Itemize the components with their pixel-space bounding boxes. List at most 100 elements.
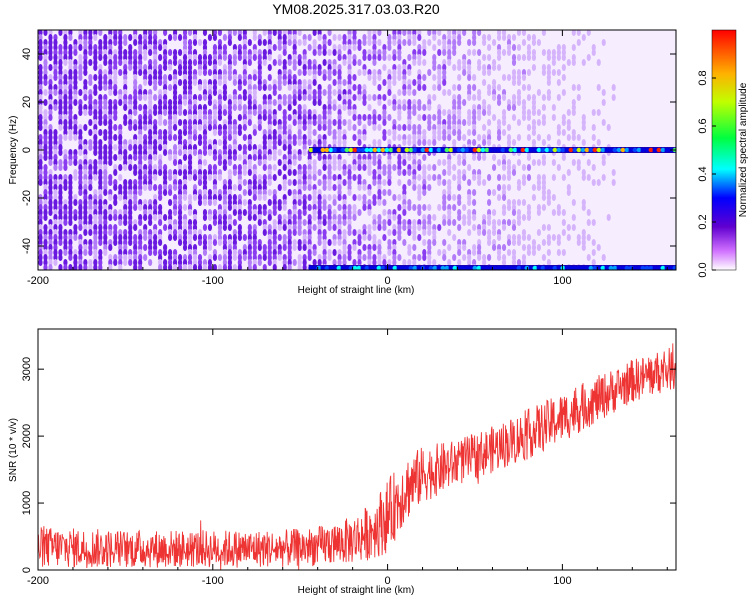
spectrogram-cell bbox=[302, 69, 307, 76]
spectrogram-cell bbox=[58, 264, 63, 270]
spectrogram-cell bbox=[167, 219, 173, 226]
spectrogram-cell bbox=[53, 134, 58, 141]
spectrogram-cell bbox=[68, 94, 73, 101]
spectrogram-cell bbox=[88, 144, 93, 151]
spectrogram-cell bbox=[192, 99, 198, 106]
spectrogram-cell bbox=[187, 154, 193, 161]
spectrogram-cell bbox=[78, 64, 83, 71]
spectrogram-cell bbox=[377, 219, 382, 226]
spectrogram-cell bbox=[172, 159, 178, 166]
spectrogram-cell bbox=[491, 39, 497, 46]
spectrogram-cell bbox=[98, 164, 103, 171]
spectrogram-cell bbox=[452, 114, 457, 121]
spectrogram-cell bbox=[267, 99, 272, 106]
spectrogram-cell bbox=[217, 54, 223, 61]
spectrogram-cell bbox=[143, 214, 148, 221]
spectrogram-cell bbox=[232, 204, 237, 211]
spectrogram-cell bbox=[447, 229, 452, 236]
spectrogram-cell bbox=[237, 104, 242, 111]
spectrogram-cell bbox=[98, 129, 103, 136]
spectrogram-cell bbox=[123, 159, 128, 166]
spectrogram-cell bbox=[302, 49, 307, 56]
spectrogram-cell bbox=[103, 159, 108, 166]
spectrogram-cell bbox=[342, 89, 347, 96]
spectrogram-cell bbox=[352, 54, 357, 61]
spectrogram-cell bbox=[252, 239, 257, 246]
spectrogram-cell bbox=[58, 189, 63, 196]
spectrogram-cell bbox=[237, 169, 242, 176]
spectrogram-cell bbox=[342, 39, 347, 46]
spectrogram-cell bbox=[197, 174, 203, 181]
spectrogram-cell bbox=[192, 224, 198, 231]
spectrogram-cell bbox=[297, 149, 302, 156]
spectrogram-cell bbox=[167, 184, 173, 191]
spectrogram-cell bbox=[307, 184, 312, 191]
spectrogram-cell bbox=[237, 124, 242, 131]
spectrogram-cell bbox=[407, 34, 412, 41]
spectrogram-cell bbox=[367, 204, 372, 211]
spectrogram-cell bbox=[222, 129, 228, 136]
spectrogram-cell bbox=[103, 199, 108, 206]
spectrogram-cell bbox=[337, 154, 342, 161]
spectrogram-cell bbox=[182, 194, 188, 201]
spectrogram-cell bbox=[98, 199, 103, 206]
spectrogram-cell bbox=[496, 159, 502, 166]
spectrogram-cell bbox=[482, 154, 487, 161]
spectrogram-cell bbox=[392, 164, 397, 171]
spectrogram-cell bbox=[292, 44, 297, 51]
spectrogram-cell bbox=[88, 164, 93, 171]
spectrogram-cell bbox=[282, 114, 287, 121]
spectrogram-cell bbox=[302, 34, 307, 41]
spectrogram-cell bbox=[113, 89, 118, 96]
spectrogram-cell bbox=[282, 204, 287, 211]
spectrogram-cell bbox=[217, 264, 223, 270]
spectrogram-cell bbox=[437, 204, 442, 211]
spectrogram-cell bbox=[357, 119, 362, 126]
spectrogram-cell bbox=[337, 214, 342, 221]
spectrogram-cell bbox=[272, 244, 277, 251]
spectrogram-cell bbox=[167, 189, 173, 196]
spectrogram-cell bbox=[73, 229, 78, 236]
spectrogram-cell bbox=[322, 219, 327, 226]
spectrogram-cell bbox=[262, 129, 267, 136]
spectrogram-cell bbox=[133, 49, 138, 56]
spectrogram-cell bbox=[43, 169, 48, 176]
spectrogram-cell bbox=[347, 164, 352, 171]
spectrogram-cell bbox=[133, 259, 138, 266]
spectrogram-cell bbox=[427, 39, 432, 46]
spectrogram-cell bbox=[452, 234, 457, 241]
spectrogram-cell bbox=[287, 79, 292, 86]
spectrogram-cell bbox=[118, 174, 123, 181]
spectrogram-cell bbox=[202, 139, 208, 146]
spectrogram-cell bbox=[133, 144, 138, 151]
spectrogram-cell bbox=[227, 199, 232, 206]
spectrogram-cell bbox=[222, 224, 228, 231]
spectrogram-cell bbox=[43, 134, 48, 141]
spectrogram-cell bbox=[177, 219, 183, 226]
spectrogram-cell bbox=[591, 239, 596, 246]
spectrogram-cell bbox=[128, 94, 133, 101]
spectrogram-cell bbox=[187, 149, 193, 156]
spectrogram-cell bbox=[442, 44, 447, 51]
spectrogram-cell bbox=[167, 49, 173, 56]
spectrogram-cell bbox=[472, 84, 477, 91]
spectrogram-cell bbox=[297, 199, 302, 206]
spectrogram-cell bbox=[212, 264, 218, 270]
spectrogram-cell bbox=[382, 109, 387, 116]
spectrogram-cell bbox=[531, 184, 537, 191]
spectrogram-cell bbox=[148, 234, 153, 241]
spectrogram-cell bbox=[48, 224, 53, 231]
spectrogram-cell bbox=[242, 64, 247, 71]
spectrogram-cell bbox=[417, 114, 422, 121]
spectrogram-cell bbox=[242, 104, 247, 111]
spectrogram-cell bbox=[53, 34, 58, 41]
spectrogram-cell bbox=[108, 229, 113, 236]
spectrogram-cell bbox=[506, 74, 512, 81]
spectrogram-cell bbox=[118, 99, 123, 106]
spectrogram-cell bbox=[103, 189, 108, 196]
spectrogram-cell bbox=[78, 259, 83, 266]
spectrogram-cell bbox=[402, 74, 407, 81]
spectrogram-cell bbox=[312, 69, 317, 76]
spectrogram-cell bbox=[447, 184, 452, 191]
spectrogram-cell bbox=[312, 139, 317, 146]
